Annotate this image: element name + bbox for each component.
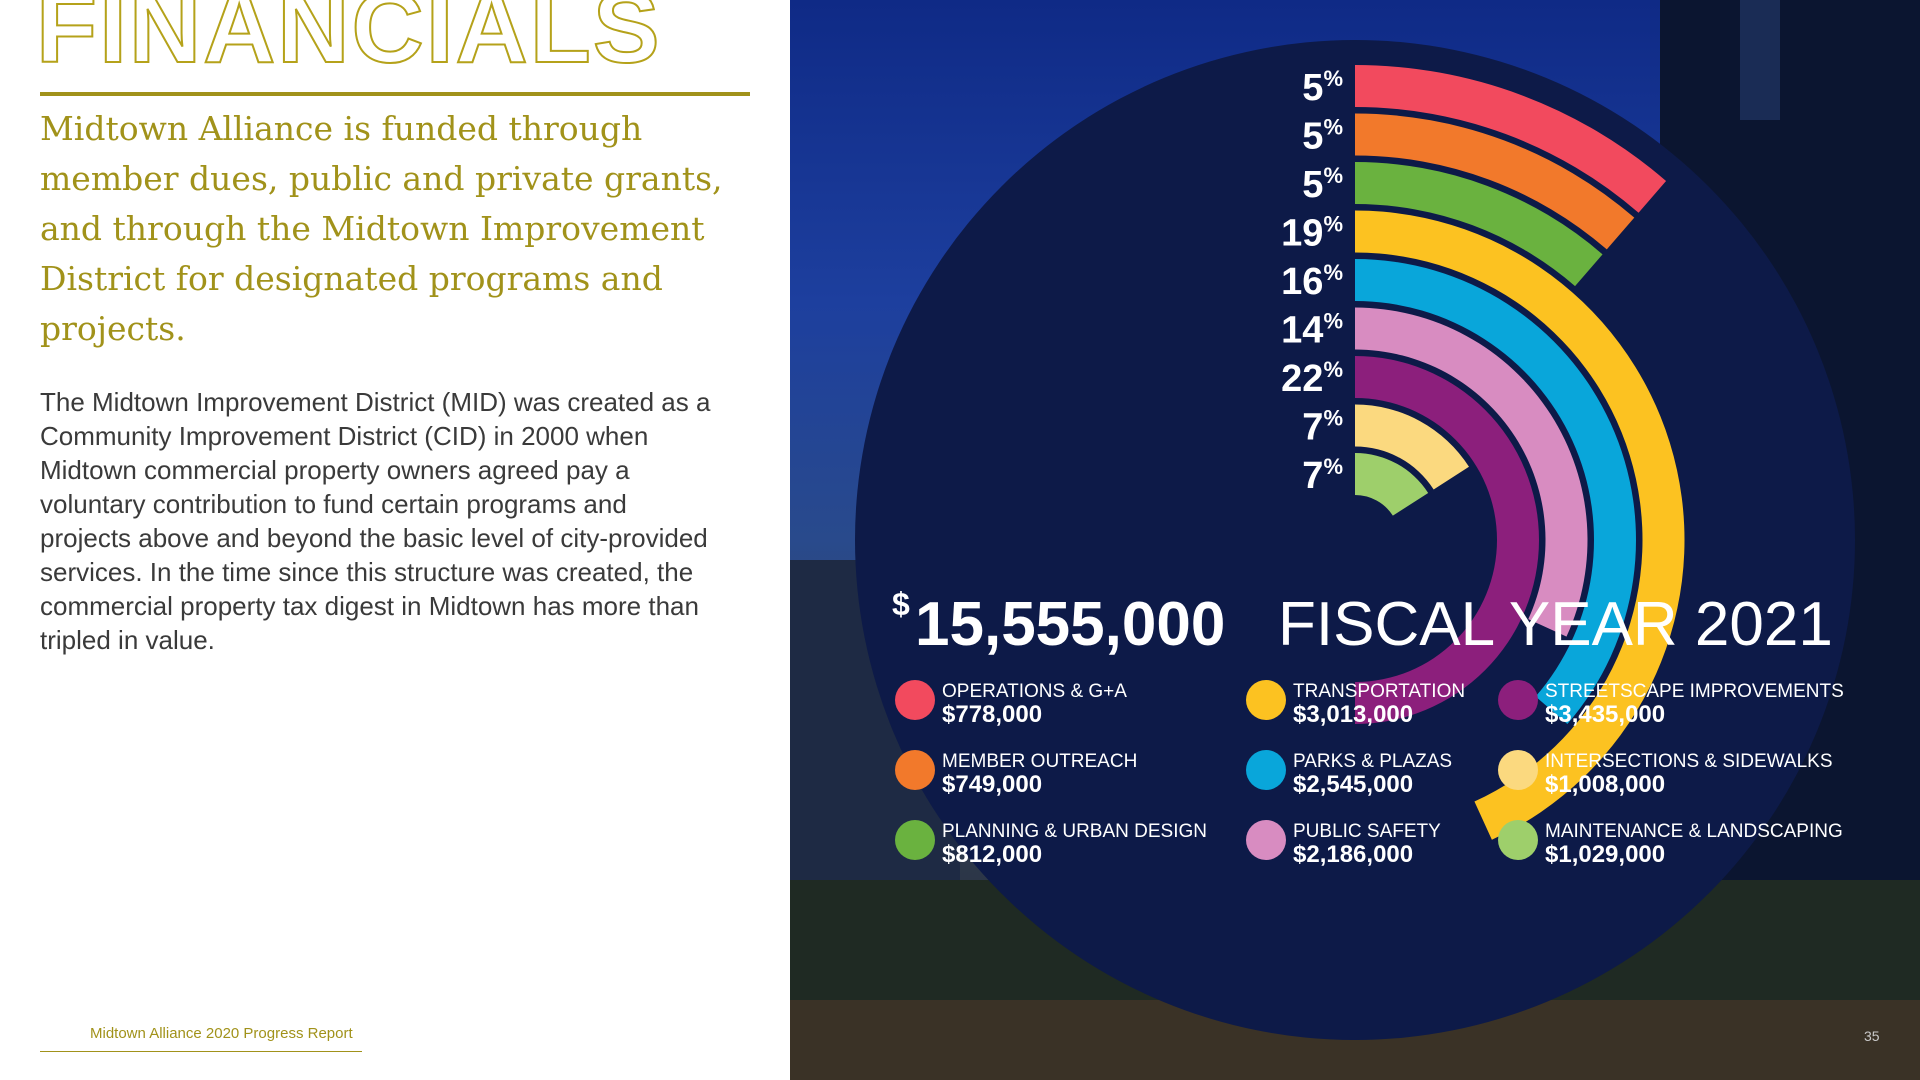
legend-swatch-6 <box>1246 820 1286 860</box>
percent-label-7: 22% <box>1281 357 1343 400</box>
legend-amount-9: $1,029,000 <box>1545 841 1665 868</box>
legend-swatch-9 <box>1498 820 1538 860</box>
percent-symbol: % <box>1323 212 1343 237</box>
legend-label-3: PLANNING & URBAN DESIGN <box>942 821 1207 842</box>
legend-label-8: INTERSECTIONS & SIDEWALKS <box>1545 751 1833 772</box>
radial-bar-5 <box>1355 259 1636 725</box>
radial-bar-6 <box>1355 307 1588 637</box>
legend-amount-7: $3,435,000 <box>1545 701 1665 728</box>
radial-bar-4 <box>1355 210 1685 840</box>
total-label: FISCAL YEAR 2021 <box>1278 590 1833 659</box>
total-dollar-sign: $ <box>892 586 910 622</box>
legend-label-4: TRANSPORTATION <box>1293 681 1465 702</box>
legend-amount-8: $1,008,000 <box>1545 771 1665 798</box>
percent-symbol: % <box>1323 260 1343 285</box>
legend-label-2: MEMBER OUTREACH <box>942 751 1137 772</box>
legend-swatch-4 <box>1246 680 1286 720</box>
page-number: 35 <box>1864 1028 1880 1044</box>
legend-swatch-2 <box>895 750 935 790</box>
body-paragraph: The Midtown Improvement District (MID) w… <box>40 387 711 655</box>
footer-divider <box>40 1051 362 1052</box>
total-amount: 15,555,000 <box>915 590 1225 659</box>
legend-amount-3: $812,000 <box>942 841 1042 868</box>
radial-bar-3 <box>1355 162 1603 287</box>
radial-bar-1 <box>1355 65 1667 213</box>
title-divider <box>40 92 750 96</box>
percent-label-5: 16% <box>1281 260 1343 303</box>
legend-swatch-8 <box>1498 750 1538 790</box>
percent-symbol: % <box>1323 357 1343 382</box>
percent-symbol: % <box>1323 115 1343 140</box>
legend-amount-4: $3,013,000 <box>1293 701 1413 728</box>
radial-bar-7 <box>1355 356 1539 724</box>
legend-label-6: PUBLIC SAFETY <box>1293 821 1441 842</box>
footer-report-title: Midtown Alliance 2020 Progress Report <box>90 1025 353 1042</box>
percent-label-8: 7% <box>1302 406 1343 449</box>
radial-bar-9 <box>1355 453 1429 516</box>
legend-amount-6: $2,186,000 <box>1293 841 1413 868</box>
percent-label-2: 5% <box>1302 115 1343 158</box>
percent-symbol: % <box>1323 406 1343 431</box>
percent-symbol: % <box>1323 454 1343 479</box>
legend-amount-1: $778,000 <box>942 701 1042 728</box>
percent-symbol: % <box>1323 163 1343 188</box>
legend-label-5: PARKS & PLAZAS <box>1293 751 1452 772</box>
percent-symbol: % <box>1323 66 1343 91</box>
legend-amount-2: $749,000 <box>942 771 1042 798</box>
percent-label-4: 19% <box>1281 212 1343 255</box>
percent-label-6: 14% <box>1281 309 1343 352</box>
lead-paragraph: Midtown Alliance is funded through membe… <box>40 109 723 348</box>
legend-swatch-5 <box>1246 750 1286 790</box>
legend-amount-5: $2,545,000 <box>1293 771 1413 798</box>
legend-label-9: MAINTENANCE & LANDSCAPING <box>1545 821 1843 842</box>
chart-backdrop-circle <box>855 40 1855 1040</box>
legend-swatch-3 <box>895 820 935 860</box>
percent-label-1: 5% <box>1302 66 1343 109</box>
radial-bar-8 <box>1355 404 1469 490</box>
page-title: FINANCIALS <box>35 0 662 84</box>
percent-label-9: 7% <box>1302 454 1343 497</box>
legend-label-1: OPERATIONS & G+A <box>942 681 1127 702</box>
radial-bar-2 <box>1355 113 1635 250</box>
legend-swatch-1 <box>895 680 935 720</box>
percent-label-3: 5% <box>1302 163 1343 206</box>
legend-label-7: STREETSCAPE IMPROVEMENTS <box>1545 681 1844 702</box>
legend-swatch-7 <box>1498 680 1538 720</box>
percent-symbol: % <box>1323 309 1343 334</box>
